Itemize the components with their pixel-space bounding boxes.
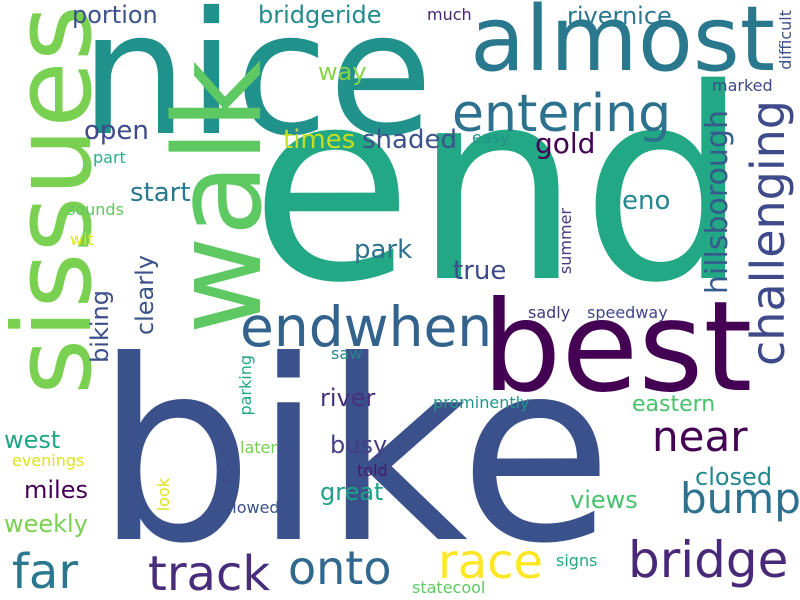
word-bridge: bridge <box>628 531 789 589</box>
word-speedway: speedway <box>587 303 668 322</box>
word-signs: signs <box>556 551 598 570</box>
word-clearly: clearly <box>131 255 159 336</box>
word-views: views <box>570 486 638 514</box>
word-race: race <box>438 534 544 590</box>
word-open: open <box>84 116 149 146</box>
word-rivernice: rivernice <box>567 2 672 30</box>
word-eno: eno <box>622 186 671 216</box>
word-end: end <box>250 33 750 341</box>
word-closed: closed <box>695 463 773 491</box>
word-busy: busy <box>330 431 388 459</box>
word-later: later <box>240 438 277 457</box>
word-marked: marked <box>712 76 773 95</box>
word-sadly: sadly <box>528 303 571 322</box>
word-endwhen: endwhen <box>240 295 493 359</box>
word-bump: bump <box>680 474 800 523</box>
word-miles: miles <box>24 476 88 504</box>
word-prominently: prominently <box>433 393 530 412</box>
word-statecool: statecool <box>412 578 486 597</box>
word-told: told <box>357 461 388 480</box>
word-bike: bike <box>95 307 613 598</box>
word-far: far <box>12 544 79 600</box>
word-south: south <box>217 440 236 485</box>
word-weekly: weekly <box>4 510 88 538</box>
word-bridgeride: bridgeride <box>258 1 382 29</box>
word-easy: easy <box>472 128 510 147</box>
word-true: true <box>453 256 507 286</box>
word-park: park <box>354 235 413 265</box>
word-track: track <box>148 546 271 600</box>
word-nice: nice <box>80 0 434 174</box>
word-part: part <box>93 148 126 167</box>
word-wit: wit <box>70 230 94 249</box>
word-entering: entering <box>452 84 672 144</box>
word-eastern: eastern <box>632 392 716 417</box>
word-look: look <box>154 478 173 512</box>
word-river: river <box>320 384 376 412</box>
word-start: start <box>130 178 191 208</box>
word-allowed: allowed <box>218 498 280 517</box>
word-best: best <box>482 275 753 420</box>
word-almost: almost <box>470 0 776 92</box>
word-near: near <box>652 412 748 461</box>
word-much: much <box>427 5 472 24</box>
word-times: times <box>283 125 356 155</box>
word-biking: biking <box>86 290 114 363</box>
word-sounds: sounds <box>67 200 124 219</box>
word-portion: portion <box>72 1 158 29</box>
word-challenging: challenging <box>741 100 795 366</box>
word-evenings: evenings <box>12 451 85 470</box>
word-onto: onto <box>288 541 392 595</box>
word-great: great <box>320 478 384 506</box>
word-west: west <box>4 426 61 454</box>
word-saw: saw <box>331 344 363 363</box>
word-summer: summer <box>556 208 575 275</box>
word-shaded: shaded <box>362 125 457 155</box>
word-way: way <box>318 58 367 86</box>
word-hillsborough: hillsborough <box>700 110 735 295</box>
word-parking: parking <box>236 355 255 416</box>
word-gold: gold <box>535 127 596 160</box>
word-difficult: difficult <box>776 10 795 70</box>
